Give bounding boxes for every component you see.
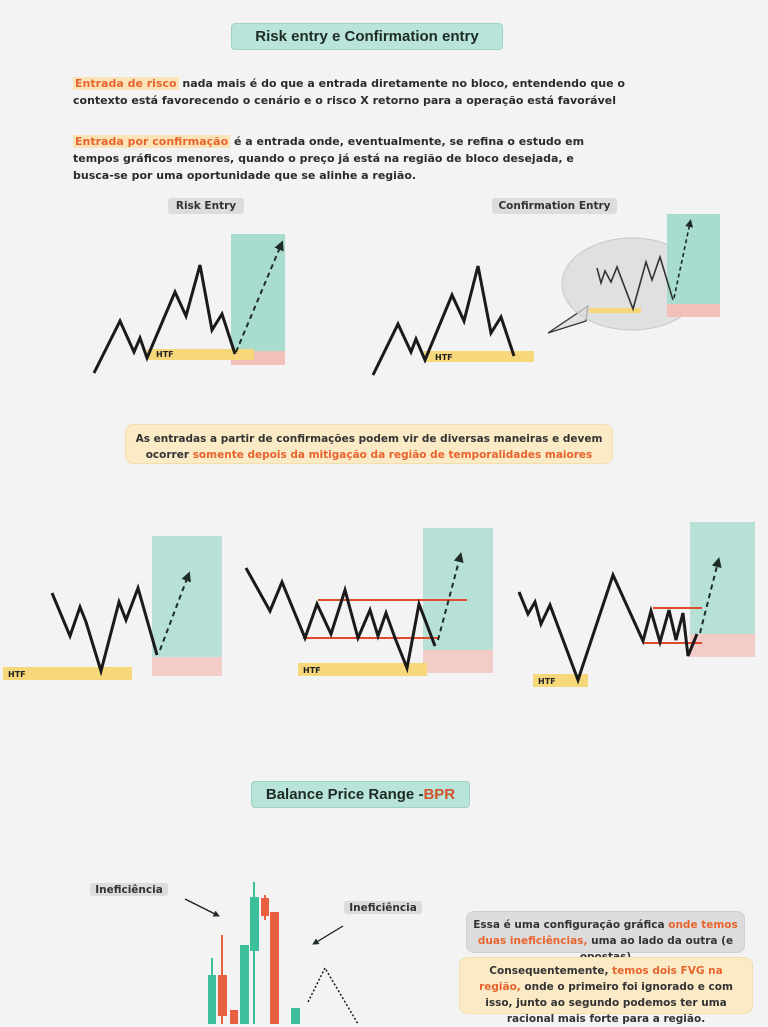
para2-line1: é a entrada onde, eventualmente, se refi… bbox=[230, 135, 585, 148]
price-path bbox=[371, 265, 516, 376]
confirmation-variant-3: HTF bbox=[517, 522, 755, 687]
htf-label: HTF bbox=[435, 353, 453, 362]
dotted-projection bbox=[307, 966, 359, 1024]
target-zone bbox=[152, 536, 222, 657]
candle bbox=[230, 1010, 238, 1024]
bpr-candles bbox=[184, 882, 359, 1024]
ineficiencia-arrow-1 bbox=[184, 898, 220, 917]
stop-zone bbox=[152, 657, 222, 676]
ineficiencia-label-left: Ineficiência bbox=[90, 883, 168, 896]
candle bbox=[218, 975, 227, 1016]
confirmation-entry-diagram: HTF bbox=[371, 214, 720, 376]
confirmation-note: As entradas a partir de confirmações pod… bbox=[125, 424, 613, 464]
candle bbox=[261, 898, 269, 916]
projection-arrow bbox=[699, 557, 722, 634]
note2-prefix: Essa é uma configuração gráfica bbox=[473, 919, 669, 931]
htf-zone bbox=[298, 663, 427, 676]
candle bbox=[270, 912, 279, 1024]
htf-label: HTF bbox=[303, 666, 321, 675]
note1-highlight: somente depois da mitigação da região de… bbox=[192, 449, 593, 461]
projection-arrow bbox=[235, 240, 284, 353]
candle bbox=[291, 1008, 300, 1024]
htf-label: HTF bbox=[538, 677, 556, 686]
risk-entry-label: Risk Entry bbox=[168, 198, 244, 214]
risk-entry-paragraph: Entrada de risco nada mais é do que a en… bbox=[73, 75, 693, 109]
note2-highlight: onde temos duas ineficiências, bbox=[477, 919, 738, 947]
bpr-title-prefix: Balance Price Range - bbox=[265, 786, 424, 803]
target-zone bbox=[231, 234, 285, 351]
bpr-title-accent: BPR bbox=[423, 786, 456, 803]
bpr-title: Balance Price Range - BPR bbox=[251, 781, 470, 808]
htf-zone bbox=[147, 349, 254, 360]
projection-arrow bbox=[159, 571, 191, 651]
stop-zone bbox=[423, 650, 493, 673]
price-path bbox=[50, 583, 159, 677]
htf-label: HTF bbox=[8, 670, 26, 679]
page-title: Risk entry e Confirmation entry bbox=[231, 23, 503, 50]
note1-line1: As entradas a partir de confirmações pod… bbox=[135, 433, 603, 445]
ineficiencia-arrow-2 bbox=[312, 925, 344, 945]
stop-zone bbox=[667, 304, 720, 317]
confirmation-variant-1: HTF bbox=[3, 536, 222, 680]
confirmation-entry-highlight: Entrada por confirmação bbox=[73, 135, 231, 148]
zoomed-price-path bbox=[596, 254, 674, 312]
price-path bbox=[92, 264, 237, 374]
note3-highlight: temos dois FVG na região, bbox=[479, 965, 723, 993]
price-path bbox=[517, 570, 699, 685]
htf-zone bbox=[533, 674, 588, 687]
bpr-note-2: Consequentemente, temos dois FVG na regi… bbox=[459, 957, 753, 1025]
para2-line2: tempos gráficos menores, quando o preço … bbox=[73, 152, 574, 165]
htf-label: HTF bbox=[156, 350, 174, 359]
target-zone bbox=[423, 528, 493, 650]
confirmation-entry-paragraph: Entrada por confirmação é a entrada onde… bbox=[73, 133, 693, 184]
candle bbox=[208, 975, 216, 1024]
candle bbox=[240, 945, 249, 1024]
confirmation-entry-label: Confirmation Entry bbox=[492, 198, 617, 214]
zoom-htf-zone bbox=[589, 308, 641, 313]
note3-prefix: Consequentemente, bbox=[489, 965, 613, 977]
ineficiencia-label-right: Ineficiência bbox=[344, 901, 422, 914]
stop-zone bbox=[690, 634, 755, 657]
risk-entry-highlight: Entrada de risco bbox=[73, 77, 179, 90]
bpr-note-1: Essa é uma configuração gráfica onde tem… bbox=[466, 911, 745, 963]
note1-line2-prefix: ocorrer bbox=[145, 449, 193, 461]
risk-entry-diagram: HTF bbox=[92, 234, 285, 374]
para1-line1: nada mais é do que a entrada diretamente… bbox=[178, 77, 625, 90]
target-zone bbox=[690, 522, 755, 634]
para1-line2: contexto está favorecendo o cenário e o … bbox=[73, 94, 616, 107]
candle bbox=[250, 897, 259, 951]
confirmation-variant-2: HTF bbox=[244, 528, 493, 676]
htf-zone bbox=[424, 351, 534, 362]
para2-line3: busca-se por uma oportunidade que se ali… bbox=[73, 169, 417, 182]
note3-suffix: onde o primeiro foi ignorado e com isso,… bbox=[485, 981, 733, 1025]
projection-arrow bbox=[673, 219, 694, 299]
price-path bbox=[244, 567, 437, 674]
